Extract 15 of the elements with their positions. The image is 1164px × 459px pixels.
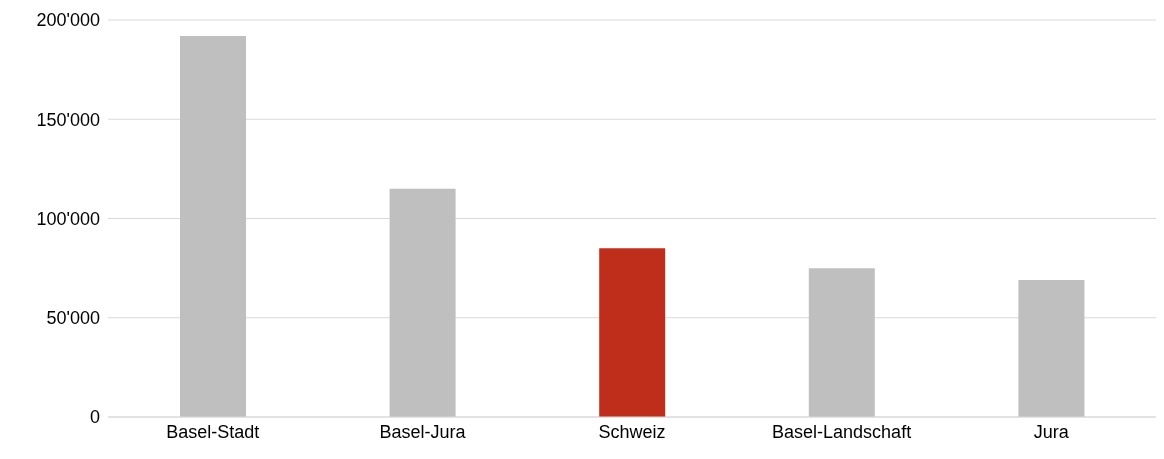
x-tick-label: Basel-Stadt (166, 421, 260, 442)
x-tick-label: Jura (1033, 421, 1070, 442)
x-tick-label: Schweiz (598, 421, 666, 442)
y-tick-label: 100'000 (36, 208, 100, 229)
y-tick-label: 200'000 (36, 10, 100, 31)
bar (808, 268, 875, 417)
y-tick-label: 150'000 (36, 109, 100, 130)
y-tick-label: 50'000 (46, 308, 100, 329)
bar (1018, 280, 1085, 417)
bar (389, 188, 456, 417)
y-tick-label: 0 (89, 407, 100, 428)
bar (599, 248, 666, 417)
x-tick-label: Basel-Landschaft (772, 421, 912, 442)
x-tick-label: Basel-Jura (379, 421, 467, 442)
bar (180, 35, 246, 417)
